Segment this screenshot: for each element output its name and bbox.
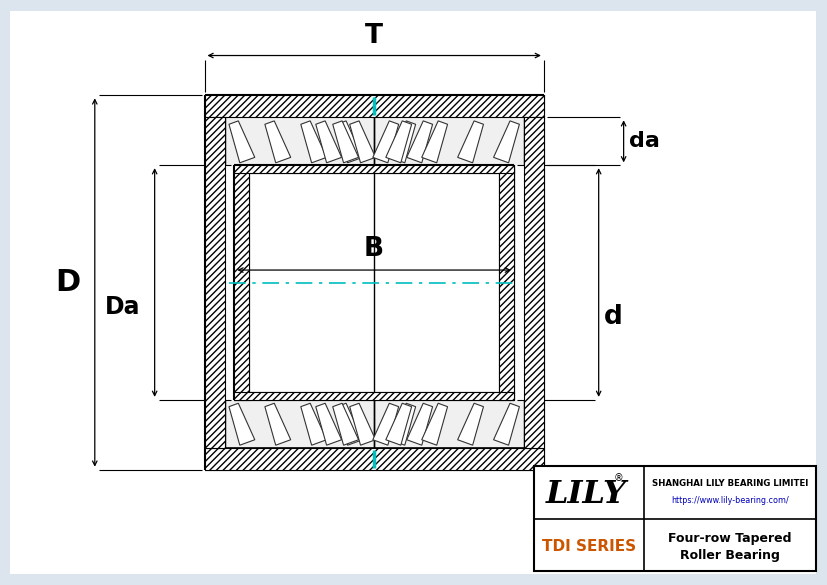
Polygon shape: [265, 121, 290, 163]
Text: LILY: LILY: [545, 479, 625, 510]
Bar: [224, 400, 523, 448]
Text: D: D: [55, 268, 81, 297]
Polygon shape: [300, 121, 326, 163]
Text: da: da: [628, 131, 658, 152]
Polygon shape: [493, 403, 519, 445]
Polygon shape: [300, 403, 326, 445]
Bar: [249, 173, 499, 392]
Polygon shape: [229, 121, 255, 163]
Polygon shape: [337, 121, 362, 163]
Text: SHANGHAI LILY BEARING LIMITEI: SHANGHAI LILY BEARING LIMITEI: [651, 479, 807, 487]
Polygon shape: [406, 121, 432, 163]
Text: d: d: [603, 304, 622, 331]
Polygon shape: [332, 121, 358, 163]
Polygon shape: [265, 403, 290, 445]
Bar: [533, 466, 815, 572]
Polygon shape: [421, 403, 447, 445]
Bar: [523, 118, 543, 448]
Polygon shape: [229, 403, 255, 445]
Polygon shape: [493, 121, 519, 163]
Polygon shape: [349, 121, 375, 163]
Text: TDI SERIES: TDI SERIES: [541, 539, 635, 555]
Polygon shape: [385, 403, 411, 445]
Polygon shape: [372, 403, 398, 445]
Polygon shape: [315, 403, 342, 445]
Text: https://www.lily-bearing.com/: https://www.lily-bearing.com/: [670, 496, 788, 505]
Text: ®: ®: [613, 473, 623, 483]
Polygon shape: [421, 121, 447, 163]
Text: B: B: [364, 236, 384, 262]
Bar: [204, 448, 543, 470]
Text: T: T: [365, 23, 383, 49]
Polygon shape: [457, 121, 483, 163]
Bar: [204, 95, 543, 118]
Text: Da: Da: [105, 295, 141, 319]
Bar: [234, 166, 514, 173]
Polygon shape: [349, 403, 375, 445]
Polygon shape: [406, 403, 432, 445]
Polygon shape: [390, 403, 415, 445]
Polygon shape: [372, 121, 398, 163]
Polygon shape: [315, 121, 342, 163]
Polygon shape: [385, 121, 411, 163]
Polygon shape: [332, 403, 358, 445]
Polygon shape: [457, 403, 483, 445]
Bar: [234, 166, 249, 400]
Bar: [499, 166, 514, 400]
Polygon shape: [390, 121, 415, 163]
Bar: [234, 392, 514, 400]
Text: Four-row Tapered
Roller Bearing: Four-row Tapered Roller Bearing: [667, 532, 791, 562]
Bar: [204, 118, 224, 448]
Bar: [224, 118, 523, 166]
Polygon shape: [337, 403, 362, 445]
